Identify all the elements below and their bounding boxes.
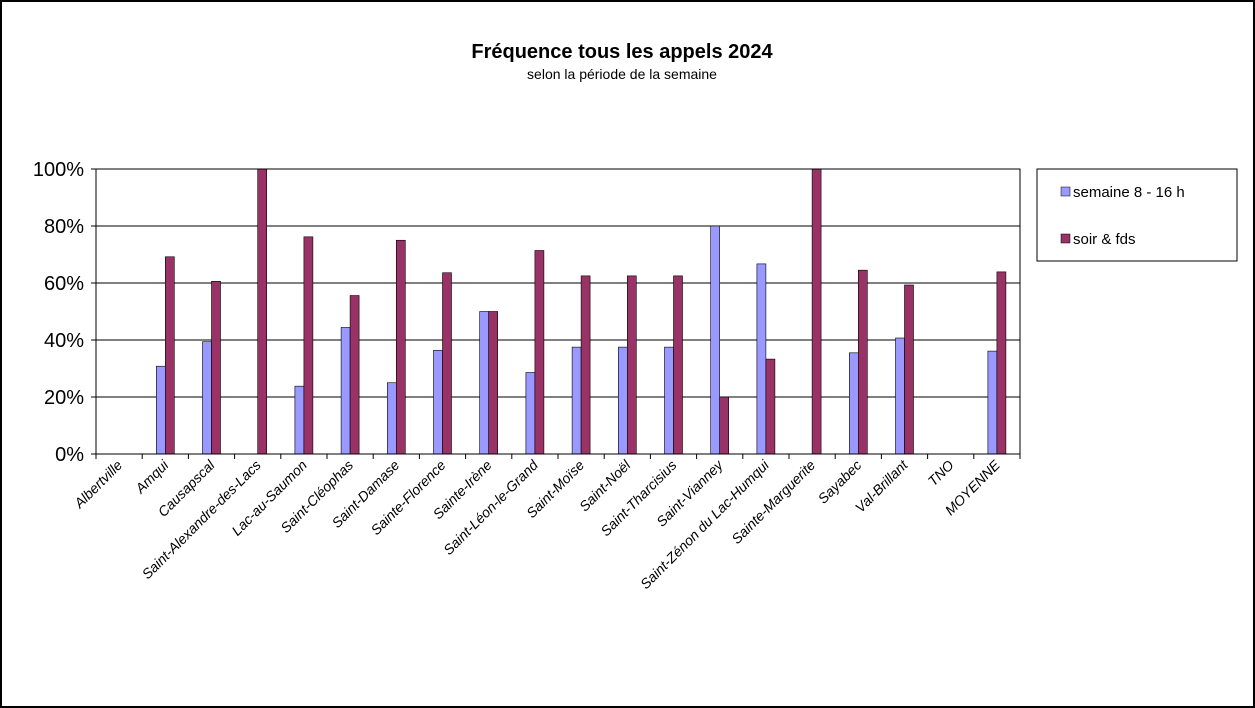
bar-soir [626, 275, 637, 455]
bar-semaine [664, 346, 674, 455]
bar-soir [857, 269, 868, 455]
bar-soir [349, 295, 360, 455]
bar-soir [580, 275, 591, 455]
legend: semaine 8 - 16 h soir & fds [1036, 168, 1238, 262]
bar-soir [303, 236, 314, 455]
bar-semaine [987, 350, 998, 455]
bar-soir [488, 311, 499, 455]
bar-semaine [756, 263, 767, 455]
y-tick-label: 20% [44, 387, 84, 409]
bar-semaine [479, 311, 490, 455]
y-tick-label: 80% [44, 216, 84, 238]
bar-soir [257, 168, 268, 455]
legend-swatch-semaine [1060, 186, 1071, 197]
legend-swatch-soir [1060, 233, 1071, 244]
bar-semaine [571, 346, 582, 455]
bar-semaine [848, 352, 859, 455]
y-axis-ticks: 0% 20% 40% 60% 80% 100% [33, 159, 96, 466]
legend-label-soir: soir & fds [1073, 231, 1136, 248]
bar-semaine [895, 337, 905, 455]
legend-label-semaine: semaine 8 - 16 h [1073, 184, 1185, 201]
bar-semaine [525, 372, 536, 455]
bar-soir [904, 284, 914, 455]
plot-area-border [95, 168, 1021, 455]
bar-soir [211, 280, 221, 455]
bar-soir [534, 250, 545, 455]
bar-semaine [386, 382, 397, 455]
bar-semaine [710, 225, 721, 455]
chart-title: Fréquence tous les appels 2024 [471, 41, 773, 63]
bar-semaine [294, 385, 305, 455]
bar-soir [996, 271, 1007, 455]
bar-semaine [433, 349, 443, 455]
chart-subtitle: selon la période de la semaine [527, 66, 717, 82]
legend-box [1036, 168, 1238, 262]
bar-soir [719, 396, 730, 455]
bar-soir [673, 275, 683, 455]
bar-semaine [340, 327, 351, 455]
bar-soir [165, 256, 175, 455]
bar-semaine [202, 341, 212, 455]
bar-soir [395, 239, 406, 455]
bar-soir [811, 168, 822, 455]
y-tick-label: 40% [44, 330, 84, 352]
y-tick-label: 0% [55, 444, 84, 466]
y-tick-label: 60% [44, 273, 84, 295]
bar-soir [765, 358, 776, 455]
bar-soir [442, 272, 452, 455]
bar-semaine [617, 346, 628, 455]
bar-semaine [156, 365, 166, 455]
y-tick-label: 100% [33, 159, 84, 181]
bars [156, 168, 1007, 455]
